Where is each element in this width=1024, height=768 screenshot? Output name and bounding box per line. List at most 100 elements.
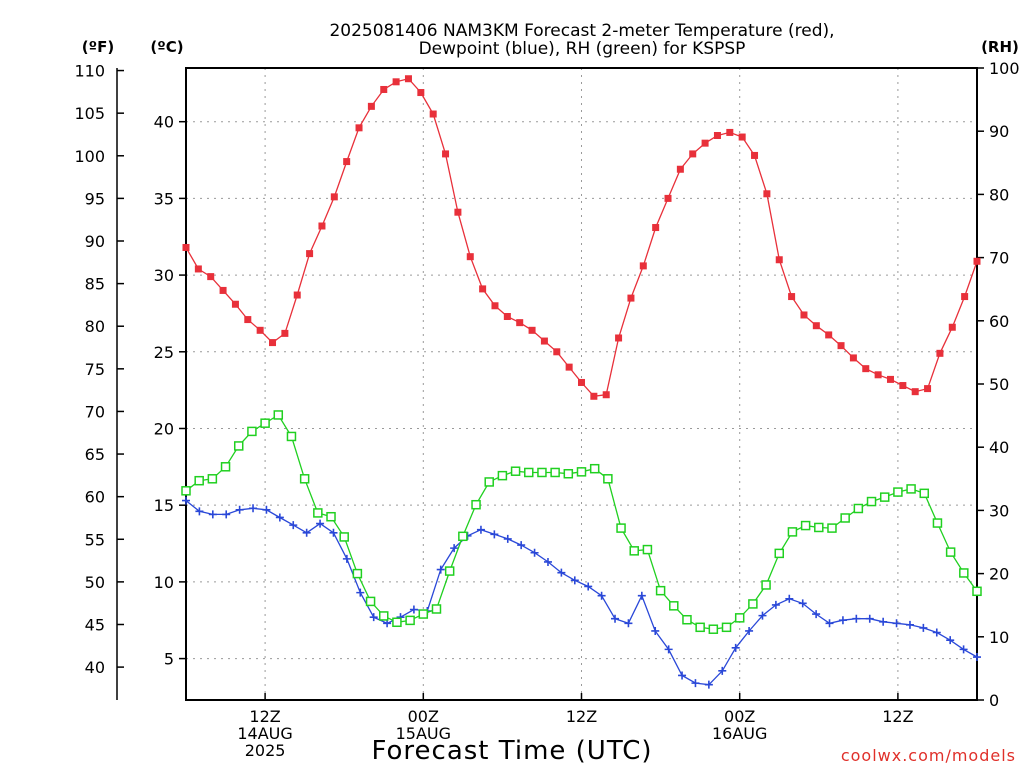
fahrenheit-tick-label: 110: [74, 62, 105, 81]
data-point: [862, 365, 870, 373]
data-point: [589, 463, 600, 474]
data-point: [758, 611, 767, 620]
data-point: [919, 488, 930, 499]
data-point: [825, 331, 833, 339]
data-point: [731, 643, 740, 652]
data-point: [639, 262, 647, 270]
data-point: [330, 193, 338, 201]
data-point: [256, 326, 264, 334]
fahrenheit-tick-label: 100: [74, 147, 105, 166]
data-point: [853, 503, 864, 514]
data-point: [814, 522, 824, 533]
data-point: [299, 474, 310, 484]
data-point: [326, 511, 336, 522]
data-point: [655, 585, 666, 596]
data-point: [365, 596, 376, 607]
rh-tick-label: 40: [989, 438, 1009, 457]
data-point: [849, 354, 857, 362]
data-point: [563, 468, 574, 479]
data-point: [417, 89, 425, 97]
data-point: [627, 294, 635, 302]
data-point: [369, 613, 378, 622]
rh-tick-label: 10: [989, 628, 1009, 647]
data-point: [774, 548, 784, 559]
data-point: [961, 293, 969, 301]
data-point: [664, 194, 672, 202]
data-point: [207, 273, 215, 281]
data-point: [879, 617, 888, 626]
data-point: [812, 610, 821, 619]
data-point: [682, 614, 692, 625]
fahrenheit-tick-label: 90: [85, 232, 105, 251]
celsius-tick-label: 40: [154, 113, 174, 132]
rh-tick-label: 0: [989, 691, 999, 710]
fahrenheit-tick-label: 80: [85, 317, 105, 336]
data-point: [194, 265, 202, 273]
x-tick-label: 15AUG: [396, 724, 451, 743]
data-point: [220, 462, 231, 472]
data-point: [380, 85, 388, 93]
data-point: [584, 582, 593, 591]
data-point: [701, 139, 709, 147]
data-point: [838, 616, 847, 625]
data-point: [959, 645, 968, 654]
x-tick-label: 14AUG: [237, 724, 292, 743]
data-point: [906, 484, 916, 494]
celsius-tick-label: 15: [154, 496, 174, 515]
data-point: [565, 363, 573, 371]
data-point: [919, 623, 928, 632]
data-point: [721, 622, 732, 633]
data-point: [329, 528, 338, 537]
data-point: [924, 385, 932, 393]
data-point: [306, 250, 314, 258]
data-point: [866, 496, 877, 507]
data-point: [745, 626, 754, 635]
data-point: [713, 131, 721, 139]
data-point: [436, 565, 445, 574]
fahrenheit-tick-label: 85: [85, 275, 105, 294]
data-point: [748, 599, 758, 609]
data-point: [293, 291, 301, 299]
data-point: [570, 576, 579, 585]
celsius-tick-label: 5: [164, 650, 174, 669]
data-point: [275, 513, 284, 522]
data-point: [800, 311, 808, 319]
fahrenheit-tick-label: 70: [85, 402, 105, 421]
data-point: [405, 615, 415, 626]
data-point: [788, 293, 796, 301]
data-point: [356, 588, 365, 597]
data-point: [837, 342, 845, 350]
fahrenheit-tick-label: 55: [85, 530, 105, 549]
data-point: [629, 546, 639, 556]
data-point: [195, 507, 204, 516]
series-rh: [181, 410, 982, 634]
data-point: [611, 614, 620, 623]
data-point: [273, 410, 284, 420]
data-point: [182, 496, 190, 505]
data-point: [972, 586, 982, 597]
data-point: [429, 110, 437, 118]
data-point: [207, 474, 218, 484]
data-point: [602, 391, 610, 399]
x-tick-label: 2025: [245, 741, 286, 760]
data-point: [616, 523, 626, 533]
data-point: [651, 626, 660, 635]
data-point: [893, 487, 903, 497]
rh-tick-label: 60: [989, 312, 1009, 331]
data-point: [444, 566, 455, 576]
data-point: [233, 441, 244, 451]
data-point: [343, 158, 351, 166]
data-point: [289, 521, 298, 530]
chart-title-line1: 2025081406 NAM3KM Forecast 2-meter Tempe…: [329, 21, 834, 41]
data-point: [318, 222, 326, 230]
x-axis-title: Forecast Time (UTC): [371, 736, 652, 766]
data-point: [738, 133, 746, 141]
axes: 5101520253035404045505560657075808590951…: [74, 59, 1019, 760]
data-point: [892, 619, 901, 628]
celsius-tick-label: 25: [154, 343, 174, 362]
celsius-tick-label: 10: [154, 573, 174, 592]
rh-tick-label: 30: [989, 501, 1009, 520]
x-tick-label: 16AUG: [712, 724, 767, 743]
data-point: [355, 124, 363, 132]
